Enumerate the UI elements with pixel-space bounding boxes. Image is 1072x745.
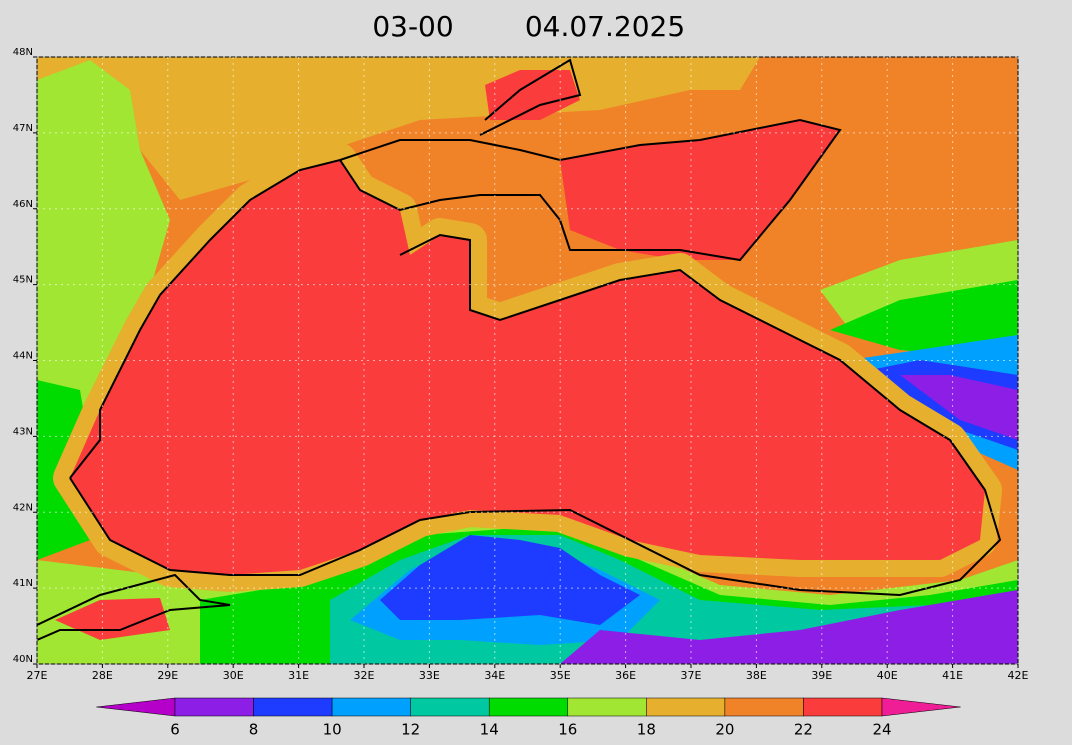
colorbar-label: 14 <box>480 721 499 739</box>
colorbar-box <box>253 697 333 717</box>
colorbar-box <box>646 697 726 717</box>
y-tick-label: 41N <box>13 578 33 589</box>
colorbar-label: 16 <box>558 721 577 739</box>
colorbar-box <box>174 697 254 717</box>
colorbar-box <box>803 697 883 717</box>
field-area <box>560 590 1018 664</box>
field-area <box>830 280 1018 360</box>
colorbar-label: 22 <box>794 721 813 739</box>
y-tick-label: 46N <box>13 199 33 210</box>
x-tick-label: 30E <box>223 669 244 682</box>
colorbar-label: 12 <box>401 721 420 739</box>
x-tick-label: 28E <box>92 669 113 682</box>
coastline <box>37 573 231 641</box>
field-area <box>37 60 170 480</box>
coastline <box>479 58 582 136</box>
colorbar-arrow <box>96 697 176 717</box>
colorbar-label: 24 <box>872 721 891 739</box>
x-tick-label: 31E <box>288 669 309 682</box>
colorbar-arrow <box>881 697 961 717</box>
x-tick-label: 38E <box>746 669 767 682</box>
x-tick-label: 34E <box>484 669 505 682</box>
field-area <box>680 57 760 90</box>
y-tick-label: 47N <box>13 123 33 134</box>
colorbar-label: 8 <box>249 721 259 739</box>
colorbar-box <box>488 697 569 717</box>
y-tick-label: 40N <box>13 654 33 665</box>
y-tick-label: 43N <box>13 426 33 437</box>
x-tick-label: 37E <box>681 669 702 682</box>
colorbar-label: 20 <box>715 721 734 739</box>
colorbar-label: 18 <box>637 721 656 739</box>
colorbar-label: 10 <box>323 721 342 739</box>
field-area <box>560 120 840 260</box>
x-tick-label: 36E <box>615 669 636 682</box>
colorbar-box <box>410 697 490 717</box>
field-area <box>485 70 580 120</box>
x-tick-label: 39E <box>811 669 832 682</box>
y-tick-label: 42N <box>13 502 33 513</box>
field-area <box>380 535 640 625</box>
x-tick-label: 41E <box>942 669 963 682</box>
y-tick-label: 48N <box>13 47 33 58</box>
y-tick-label: 44N <box>13 351 33 362</box>
x-tick-label: 42E <box>1008 669 1029 682</box>
colorbar-box <box>724 697 804 717</box>
x-tick-label: 40E <box>877 669 898 682</box>
x-tick-label: 29E <box>157 669 178 682</box>
colorbar-box <box>331 697 411 717</box>
x-tick-label: 35E <box>550 669 571 682</box>
field-area <box>900 375 1018 440</box>
x-tick-label: 32E <box>354 669 375 682</box>
title-date: 04.07.2025 <box>525 10 685 43</box>
colorbar-label: 6 <box>170 721 180 739</box>
y-tick-label: 45N <box>13 275 33 286</box>
field <box>37 57 1018 664</box>
colorbar-box <box>567 697 647 717</box>
title-time: 03-00 <box>372 10 453 43</box>
x-tick-label: 27E <box>27 669 48 682</box>
x-tick-label: 33E <box>419 669 440 682</box>
coastline <box>69 233 1002 597</box>
